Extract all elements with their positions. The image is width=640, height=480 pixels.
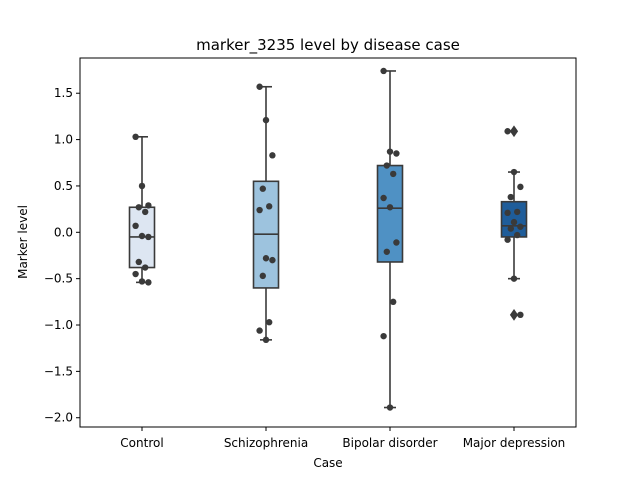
y-axis-label: Marker level bbox=[16, 205, 30, 279]
data-point bbox=[504, 209, 511, 217]
data-point bbox=[510, 218, 518, 226]
data-point bbox=[132, 270, 139, 278]
data-point bbox=[386, 404, 394, 411]
data-point bbox=[393, 150, 400, 157]
data-point bbox=[517, 311, 524, 319]
data-point bbox=[266, 203, 273, 210]
data-point bbox=[259, 185, 266, 192]
data-point bbox=[145, 279, 152, 286]
y-tick-label: −1.0 bbox=[44, 318, 73, 332]
data-point bbox=[510, 275, 518, 282]
data-point bbox=[132, 133, 139, 141]
x-tick-label: Bipolar disorder bbox=[342, 436, 437, 450]
data-point bbox=[504, 128, 511, 135]
x-tick-label: Major depression bbox=[463, 436, 566, 450]
y-tick-label: 1.0 bbox=[54, 133, 73, 147]
data-point bbox=[138, 232, 146, 240]
data-point bbox=[145, 233, 152, 241]
box-iqr bbox=[376, 164, 404, 263]
data-point bbox=[380, 194, 387, 202]
data-point bbox=[142, 264, 149, 271]
data-point bbox=[390, 170, 397, 178]
data-point bbox=[262, 116, 270, 124]
data-point bbox=[507, 193, 514, 201]
data-point bbox=[138, 278, 146, 285]
data-point bbox=[135, 204, 142, 211]
data-point bbox=[504, 236, 511, 243]
data-point bbox=[517, 183, 524, 191]
data-point bbox=[386, 148, 394, 155]
data-point bbox=[142, 208, 149, 216]
data-point bbox=[380, 332, 387, 340]
data-point bbox=[138, 182, 146, 190]
data-point bbox=[269, 256, 276, 264]
outlier-marker bbox=[509, 308, 519, 321]
data-point bbox=[256, 206, 263, 214]
data-point bbox=[266, 319, 273, 326]
data-point bbox=[256, 327, 263, 334]
y-tick-label: 0.5 bbox=[54, 179, 73, 193]
data-point bbox=[262, 336, 270, 344]
data-point bbox=[262, 255, 270, 262]
data-point bbox=[514, 231, 521, 239]
data-point bbox=[510, 168, 518, 176]
data-point bbox=[507, 225, 514, 232]
data-point bbox=[269, 152, 276, 159]
data-point bbox=[256, 83, 263, 90]
data-point bbox=[135, 258, 142, 266]
plot-frame bbox=[79, 57, 577, 428]
y-tick-label: −1.5 bbox=[44, 364, 73, 378]
data-point bbox=[383, 248, 390, 255]
data-point bbox=[132, 222, 139, 230]
y-tick-label: −2.0 bbox=[44, 411, 73, 425]
data-point bbox=[393, 239, 400, 246]
data-point bbox=[386, 204, 394, 211]
data-point bbox=[517, 223, 524, 230]
box-iqr bbox=[500, 200, 528, 238]
y-tick-label: −0.5 bbox=[44, 272, 73, 286]
x-axis-label: Case bbox=[313, 456, 342, 470]
x-tick-label: Control bbox=[120, 436, 163, 450]
data-point bbox=[390, 298, 397, 306]
outlier-marker bbox=[509, 125, 519, 138]
plot-area: −2.0 −1.5 −1.0 −0.5 0.0 0.5 1.0 1.5 Control Schiz… bbox=[44, 57, 577, 450]
data-point bbox=[383, 162, 390, 169]
data-point bbox=[380, 67, 387, 75]
data-point bbox=[514, 208, 521, 216]
y-tick-label: 0.0 bbox=[54, 225, 73, 239]
y-tick-label: 1.5 bbox=[54, 86, 73, 100]
data-point bbox=[145, 202, 152, 209]
x-tick-label: Schizophrenia bbox=[224, 436, 308, 450]
data-point bbox=[259, 272, 266, 280]
chart-title: marker_3235 level by disease case bbox=[196, 36, 460, 55]
